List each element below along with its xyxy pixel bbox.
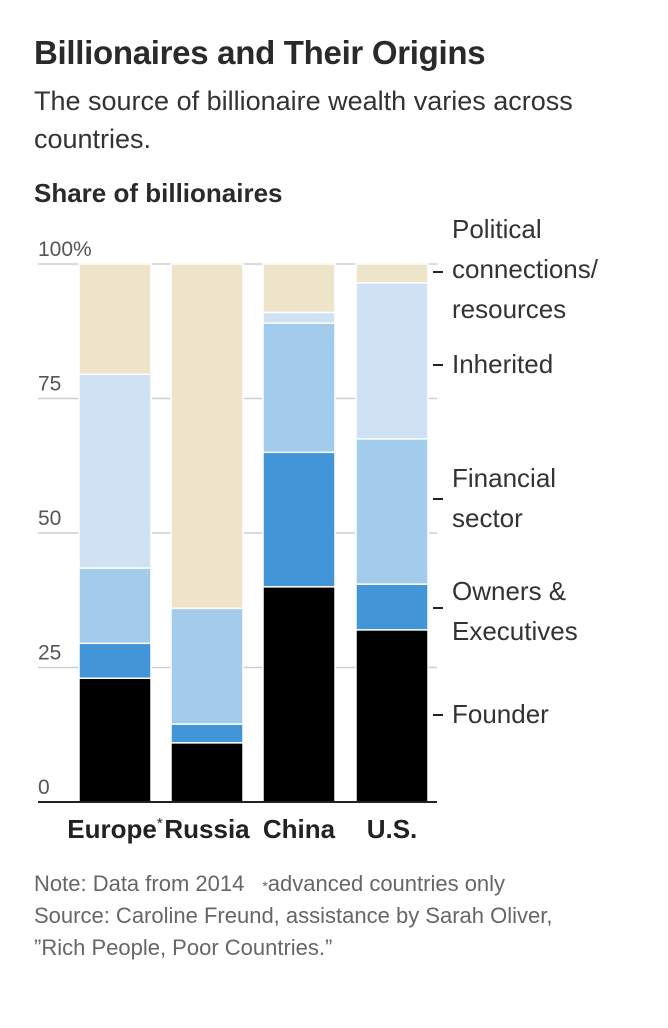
bar-segment xyxy=(78,567,152,645)
bar-segment xyxy=(355,629,429,803)
source-line-2: ”Rich People, Poor Countries.” xyxy=(34,935,333,960)
bar-segment xyxy=(262,586,336,803)
chart-subtitle: The source of billionaire wealth varies … xyxy=(34,86,573,154)
note-text: Note: Data from 2014 xyxy=(34,871,245,896)
bar-segment xyxy=(355,263,429,284)
category-label: China xyxy=(263,814,336,844)
series-label: Executives xyxy=(452,616,578,646)
y-tick-label: 50 xyxy=(38,507,61,530)
bar-segment xyxy=(78,263,152,376)
bar-segment xyxy=(170,742,244,803)
bar-segment xyxy=(170,723,244,744)
bar-segment xyxy=(262,311,336,324)
series-label: connections/ xyxy=(452,254,599,284)
category-label: Russia xyxy=(164,814,250,844)
series-label: Owners & xyxy=(452,576,566,606)
bar-segment xyxy=(355,438,429,585)
y-axis-title: Share of billionaires xyxy=(34,178,283,208)
source-line-1: Source: Caroline Freund, assistance by S… xyxy=(34,903,553,928)
series-label: resources xyxy=(452,294,566,324)
series-label: Founder xyxy=(452,699,549,729)
y-tick-label: 75 xyxy=(38,373,61,396)
bar-segment xyxy=(355,583,429,631)
bar-segment xyxy=(355,282,429,440)
y-tick-label: 0 xyxy=(38,776,50,799)
category-label: U.S. xyxy=(367,814,418,844)
footnote-text: advanced countries only xyxy=(267,871,506,896)
stacked-bar-chart: 0 25 50 75 100% Europe* Russia China U.S. Founder… xyxy=(38,214,599,844)
y-tick-label: 100% xyxy=(38,238,92,261)
bar-segment xyxy=(170,263,244,610)
bar-segment xyxy=(78,677,152,803)
bar-segment xyxy=(170,607,244,725)
chart-title: Billionaires and Their Origins xyxy=(34,34,486,71)
bar-segment xyxy=(262,263,336,314)
y-tick-label: 25 xyxy=(38,642,61,665)
bar-segment xyxy=(262,451,336,588)
bar-segment xyxy=(78,642,152,680)
bar-segment xyxy=(262,322,336,454)
bar-segment xyxy=(78,373,152,569)
series-label: Financial xyxy=(452,463,556,493)
footnote-marker: * xyxy=(262,878,268,894)
series-label: sector xyxy=(452,503,523,533)
category-label: Europe* xyxy=(67,814,163,844)
series-label: Political xyxy=(452,214,542,244)
series-label: Inherited xyxy=(452,349,553,379)
chart-notes: Note: Data from 2014 *advanced countries … xyxy=(34,868,654,964)
